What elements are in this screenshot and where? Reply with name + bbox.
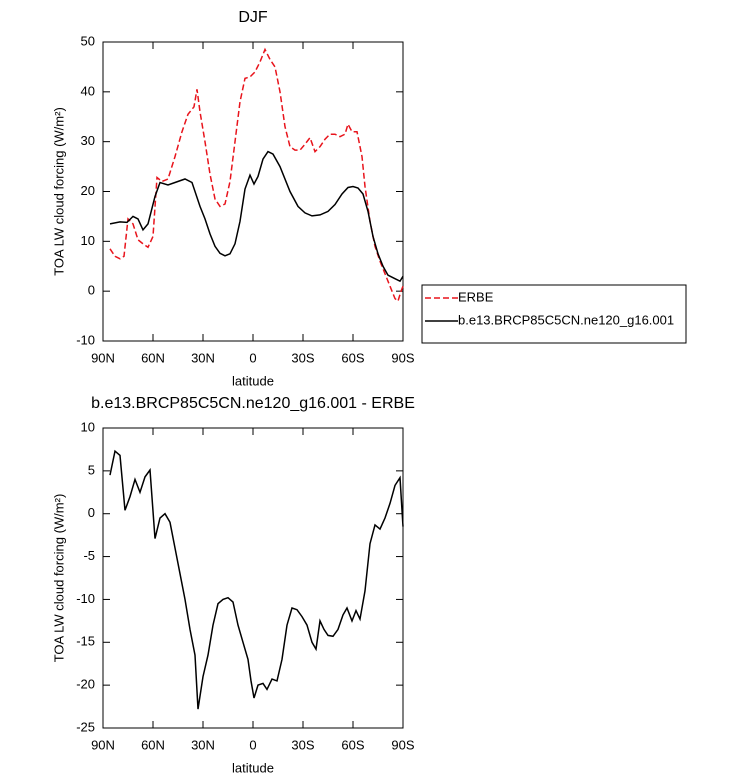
y-tick-label: 30 — [81, 133, 95, 148]
y-tick-label: 10 — [81, 419, 95, 434]
x-tick-label: 90N — [91, 350, 115, 365]
y-tick-label: 40 — [81, 83, 95, 98]
y-axis-label: TOA LW cloud forcing (W/m²) — [51, 494, 66, 663]
data-line — [109, 449, 404, 710]
legend-box — [421, 284, 687, 344]
x-tick-label: 90S — [391, 737, 414, 752]
x-tick-label: 0 — [249, 350, 256, 365]
plot-frame — [102, 41, 404, 342]
y-tick-label: 0 — [88, 505, 95, 520]
chart-title: b.e13.BRCP85C5CN.ne120_g16.001 - ERBE — [91, 395, 415, 412]
y-tick-label: -25 — [76, 719, 95, 734]
y-axis-label: TOA LW cloud forcing (W/m²) — [51, 107, 66, 276]
y-tick-label: 0 — [88, 283, 95, 298]
y-tick-label: -20 — [76, 677, 95, 692]
y-tick-label: -10 — [76, 591, 95, 606]
y-tick-label: -5 — [83, 548, 95, 563]
data-line — [109, 150, 404, 283]
legend-label: b.e13.BRCP85C5CN.ne120_g16.001 — [458, 312, 674, 327]
x-tick-label: 90N — [91, 737, 115, 752]
x-tick-label: 60N — [141, 350, 165, 365]
x-tick-label: 30N — [191, 350, 215, 365]
x-axis-label: latitude — [232, 373, 274, 388]
x-tick-label: 30S — [291, 737, 314, 752]
y-tick-label: -10 — [76, 332, 95, 347]
y-tick-label: 10 — [81, 233, 95, 248]
x-tick-label: 30S — [291, 350, 314, 365]
chart-title: DJF — [238, 9, 268, 26]
x-tick-label: 60S — [341, 737, 364, 752]
x-tick-label: 0 — [249, 737, 256, 752]
x-tick-label: 60S — [341, 350, 364, 365]
x-tick-label: 90S — [391, 350, 414, 365]
x-axis-label: latitude — [232, 760, 274, 775]
y-tick-label: 20 — [81, 183, 95, 198]
x-tick-label: 60N — [141, 737, 165, 752]
data-line — [109, 47, 404, 303]
x-tick-label: 30N — [191, 737, 215, 752]
y-tick-label: 5 — [88, 462, 95, 477]
y-tick-label: -15 — [76, 634, 95, 649]
legend-label: ERBE — [458, 289, 494, 304]
y-tick-label: 50 — [81, 33, 95, 48]
